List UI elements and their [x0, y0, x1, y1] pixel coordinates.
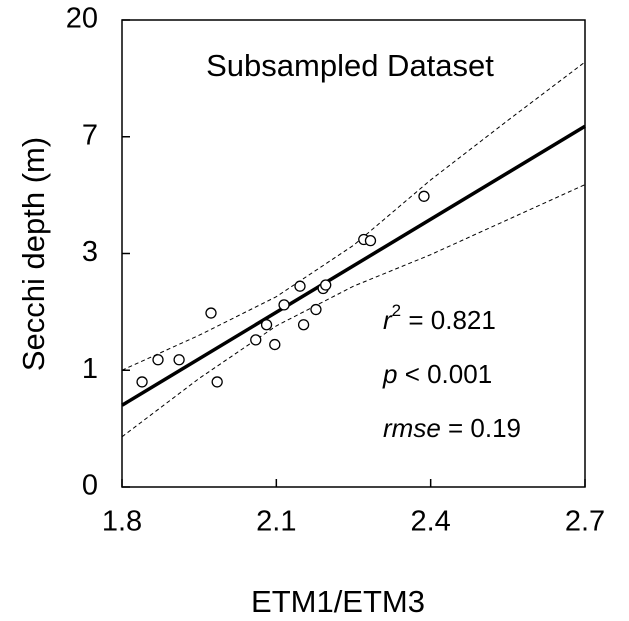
- annotation: rmse = 0.19: [383, 413, 521, 443]
- data-point: [278, 299, 290, 311]
- data-point: [211, 376, 223, 388]
- data-point: [250, 334, 262, 346]
- y-tick-label: 1: [82, 353, 98, 385]
- annotation-text: = 0.821: [401, 305, 496, 335]
- data-point: [364, 235, 377, 247]
- confidence-band: [121, 61, 586, 371]
- annotation-text: = 0.19: [441, 413, 521, 443]
- y-tick-label: 20: [66, 3, 98, 35]
- data-point: [294, 280, 306, 292]
- data-point: [260, 319, 273, 331]
- x-tick-label: 1.8: [102, 506, 142, 538]
- data-point: [297, 319, 310, 331]
- data-point: [205, 307, 217, 319]
- data-point: [418, 190, 430, 202]
- chart-title: Subsampled Dataset: [206, 48, 494, 83]
- annotation-variable: p: [382, 359, 397, 389]
- data-point: [173, 354, 185, 366]
- y-tick-label: 0: [82, 470, 98, 502]
- annotation: r2 = 0.821: [383, 301, 496, 334]
- data-point: [152, 354, 164, 366]
- data-point: [310, 303, 322, 316]
- annotation-text: < 0.001: [397, 359, 492, 389]
- x-tick-label: 2.1: [256, 506, 296, 538]
- data-point: [136, 376, 148, 388]
- annotation-superscript: 2: [392, 301, 401, 320]
- x-tick-label: 2.7: [565, 506, 605, 538]
- data-point: [269, 338, 281, 351]
- y-axis-title: Secchi depth (m): [16, 137, 51, 371]
- x-tick-label: 2.4: [411, 506, 451, 538]
- regression-line: [121, 124, 586, 407]
- annotation: p < 0.001: [382, 359, 492, 389]
- y-tick-label: 7: [82, 119, 98, 151]
- confidence-band: [121, 184, 586, 438]
- annotation-variable: rmse: [383, 413, 441, 443]
- x-axis-title: ETM1/ETM3: [251, 584, 425, 619]
- data-point: [320, 279, 332, 291]
- annotation-variable: r: [383, 305, 393, 335]
- y-tick-label: 3: [82, 236, 98, 268]
